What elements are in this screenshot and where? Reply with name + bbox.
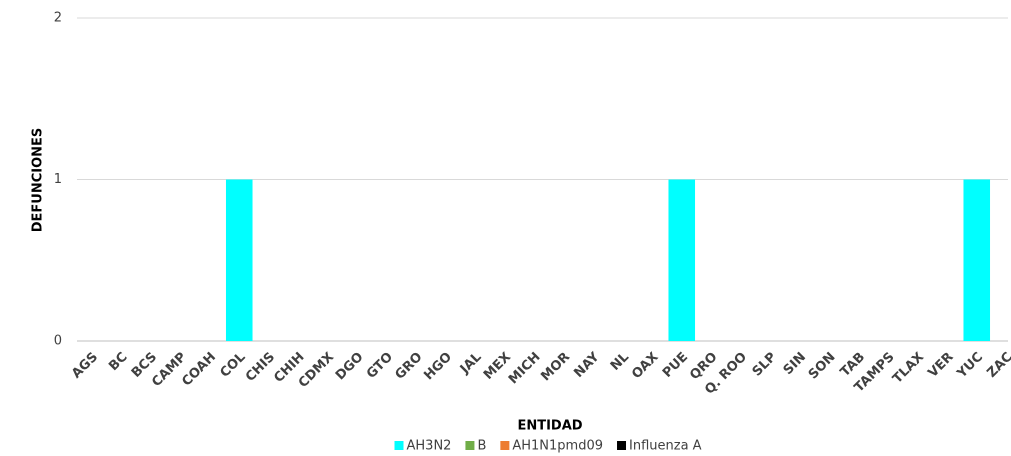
x-tick-label: YUC <box>954 350 986 382</box>
x-tick-label: AGS <box>69 350 101 382</box>
x-tick-label: CHIS <box>243 350 278 385</box>
x-tick-label: NL <box>608 350 632 374</box>
x-tick-label: COAH <box>179 350 219 390</box>
legend-swatch <box>465 441 475 450</box>
bar <box>668 179 696 341</box>
x-tick-label: ZAC <box>984 350 1011 381</box>
legend-swatch <box>617 441 627 450</box>
x-tick-label: MICH <box>506 350 544 388</box>
y-tick-label: 2 <box>54 11 62 26</box>
legend-label: AH1N1pmd09 <box>512 439 603 454</box>
x-tick-label: OAX <box>629 350 661 382</box>
x-tick-label: MOR <box>538 350 573 385</box>
x-axis-title: ENTIDAD <box>517 419 582 434</box>
legend-label: Influenza A <box>629 439 702 454</box>
legend-label: B <box>477 439 486 454</box>
y-tick-label: 0 <box>54 334 62 349</box>
legend: AH3N2 B AH1N1pmd09 Influenza A <box>394 439 702 454</box>
x-tick-label: DGO <box>333 350 367 384</box>
x-tick-label: NAY <box>571 349 603 381</box>
legend-label: AH3N2 <box>407 439 452 454</box>
x-tick-label: SLP <box>750 350 780 380</box>
x-tick-label: SON <box>806 350 839 383</box>
y-tick-label: 1 <box>54 172 62 187</box>
x-tick-label: GTO <box>364 350 396 382</box>
x-tick-label: PUE <box>660 350 691 381</box>
x-tick-label: HGO <box>421 350 455 384</box>
x-tick-label: VER <box>925 350 956 381</box>
legend-swatch <box>394 441 404 450</box>
x-tick-label: JAL <box>457 350 485 378</box>
x-tick-label: SIN <box>781 350 809 378</box>
x-tick-label: GRO <box>393 350 426 383</box>
legend-swatch <box>500 441 510 450</box>
bar <box>225 179 253 341</box>
x-tick-label: TLAX <box>890 350 927 387</box>
x-tick-label: BC <box>106 350 130 374</box>
bar <box>963 179 991 341</box>
y-axis-title: DEFUNCIONES <box>31 128 46 233</box>
